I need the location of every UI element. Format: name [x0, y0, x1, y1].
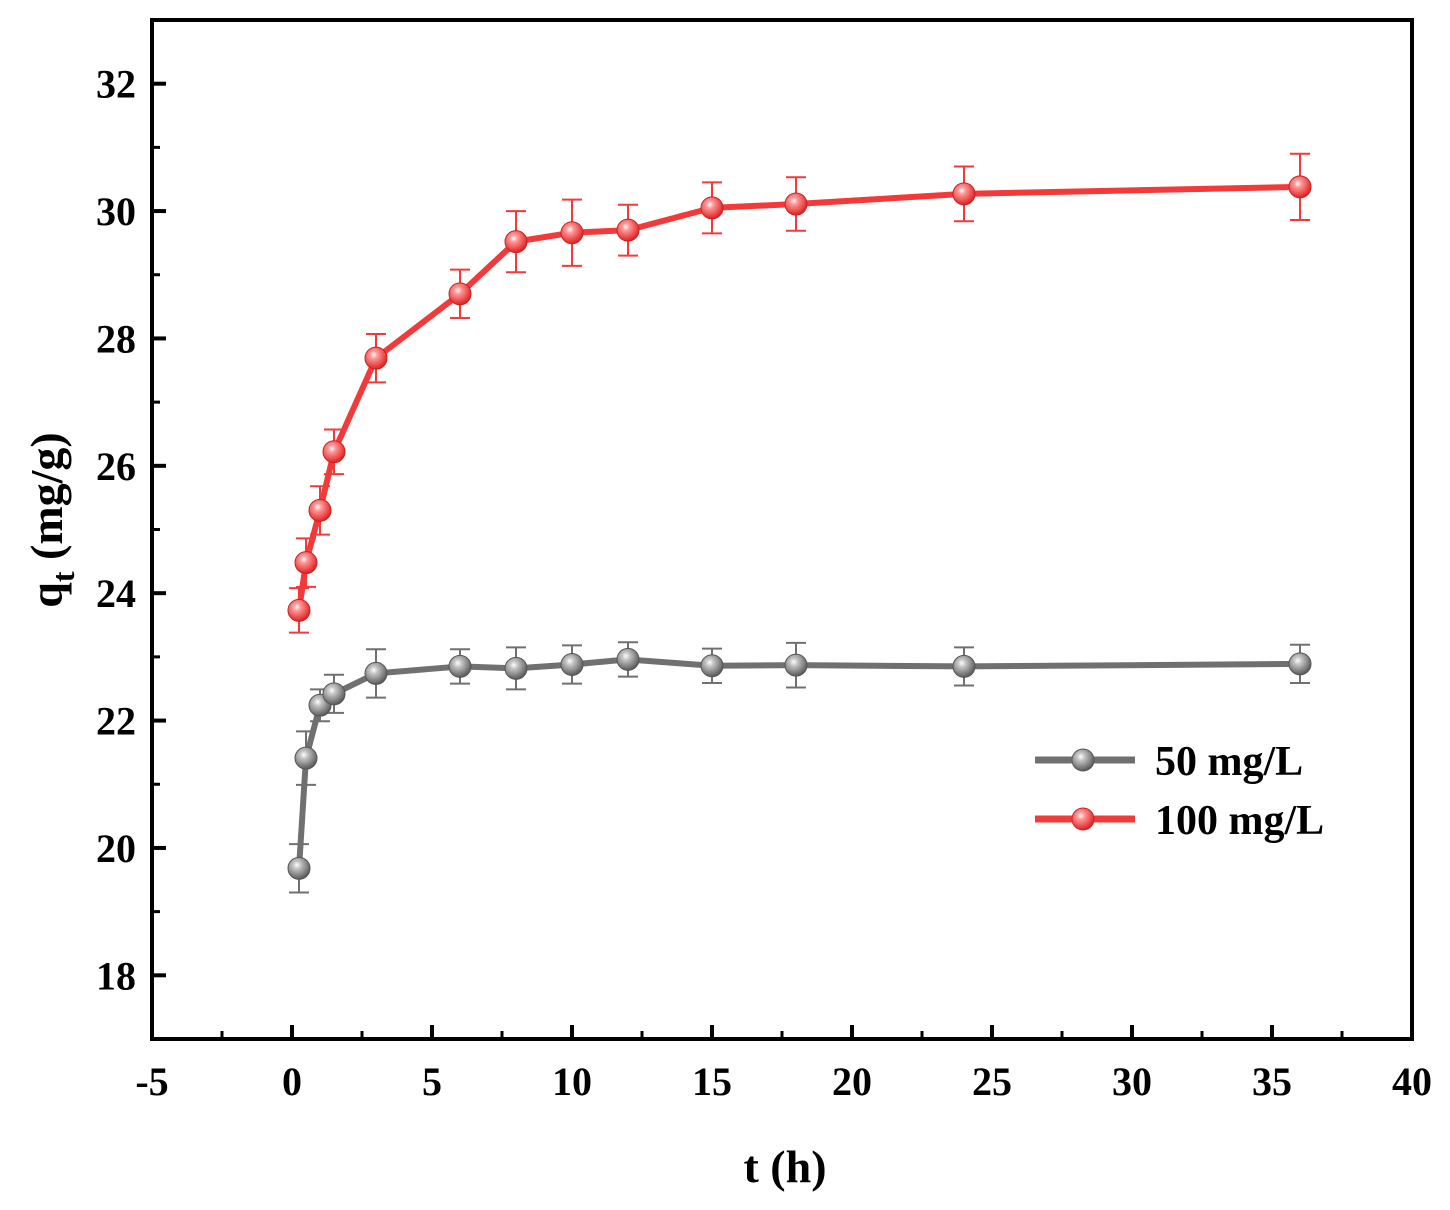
legend-marker-50 [1071, 748, 1095, 772]
x-tick-label-5: 20 [832, 1059, 872, 1104]
series-line-0 [296, 656, 1301, 869]
data-point-0-8 [616, 647, 640, 671]
data-point-1-12 [1288, 175, 1312, 199]
data-point-0-11 [952, 654, 976, 678]
legend-marker-100 [1071, 807, 1095, 831]
y-axis-title-unit: (mg/g) [21, 432, 72, 571]
data-point-0-10 [784, 653, 808, 677]
y-tick-label-5: 28 [96, 316, 136, 361]
data-point-1-2 [308, 498, 332, 522]
y-tick-label-3: 24 [96, 571, 136, 616]
data-point-1-9 [700, 196, 724, 220]
x-axis-title: t (h) [743, 1141, 826, 1192]
y-tick-label-0: 18 [96, 953, 136, 998]
series-0 [287, 641, 1312, 894]
x-tick-label-4: 15 [692, 1059, 732, 1104]
x-tick-label-2: 5 [422, 1059, 442, 1104]
data-point-1-0 [287, 598, 311, 622]
data-point-1-1 [294, 551, 318, 575]
data-point-1-8 [616, 218, 640, 242]
y-tick-label-6: 30 [96, 189, 136, 234]
data-point-1-7 [560, 221, 584, 245]
data-point-0-3 [322, 682, 346, 706]
data-point-0-4 [364, 661, 388, 685]
x-tick-label-3: 10 [552, 1059, 592, 1104]
x-tick-label-1: 0 [282, 1059, 302, 1104]
data-point-1-10 [784, 192, 808, 216]
data-point-0-9 [700, 654, 724, 678]
y-axis-title-subscript: t [45, 571, 81, 582]
series-1 [287, 152, 1312, 634]
y-tick-label-1: 20 [96, 826, 136, 871]
plot-frame [150, 18, 1414, 1041]
data-point-1-6 [504, 230, 528, 254]
series-layer [287, 152, 1312, 894]
legend: 50 mg/L 100 mg/L [1035, 739, 1324, 844]
x-tick-label-6: 25 [972, 1059, 1012, 1104]
data-point-1-4 [364, 346, 388, 370]
data-point-0-7 [560, 653, 584, 677]
series-line-1 [296, 183, 1301, 611]
x-tick-label-8: 35 [1252, 1059, 1292, 1104]
y-axis-title: qt (mg/g) [21, 432, 81, 608]
legend-label-50: 50 mg/L [1155, 739, 1303, 785]
data-point-0-1 [294, 746, 318, 770]
y-axis-title-main: q [21, 582, 72, 608]
data-point-0-0 [287, 856, 311, 880]
x-tick-label-0: -5 [135, 1059, 168, 1104]
x-tick-label-9: 40 [1392, 1059, 1432, 1104]
legend-label-100: 100 mg/L [1155, 798, 1324, 844]
data-point-0-6 [504, 656, 528, 680]
y-tick-label-7: 32 [96, 62, 136, 107]
data-point-1-5 [448, 282, 472, 306]
data-point-0-12 [1288, 652, 1312, 676]
data-point-1-3 [322, 440, 346, 464]
x-tick-label-7: 30 [1112, 1059, 1152, 1104]
axes-layer: -5 0 5 10 15 20 25 30 35 40 18 20 22 24 26 28 30 32 [96, 18, 1432, 1104]
y-tick-label-2: 22 [96, 699, 136, 744]
data-point-1-11 [952, 182, 976, 206]
data-point-0-5 [448, 654, 472, 678]
y-tick-label-4: 26 [96, 444, 136, 489]
